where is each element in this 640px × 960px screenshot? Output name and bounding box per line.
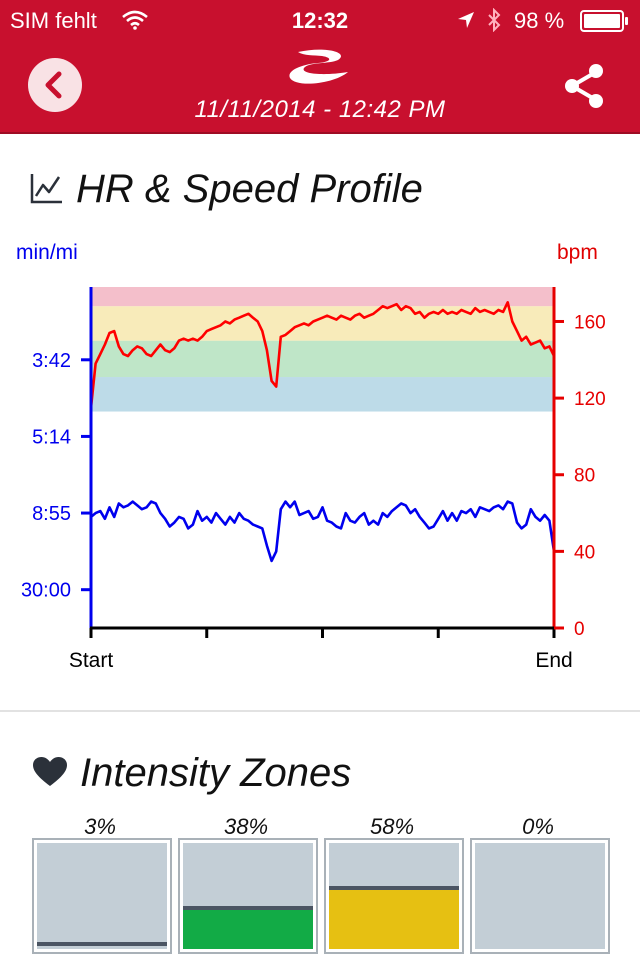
back-button[interactable] (28, 58, 82, 112)
hr-zone-band-2 (91, 306, 554, 341)
line-chart-icon (30, 172, 64, 209)
right-tick-label: 80 (574, 466, 595, 487)
zone-fill-cap (183, 906, 313, 910)
zone-fill-cap (37, 942, 167, 946)
app-header: SIM fehlt 12:32 98 % (0, 0, 640, 134)
zone-fill (37, 946, 167, 949)
intensity-zones-title: Intensity Zones (80, 751, 352, 795)
zone-percent-3: 58% (369, 814, 415, 839)
left-tick-label: 8:55 (32, 503, 71, 525)
zone-track (329, 843, 459, 949)
share-button[interactable] (562, 62, 608, 115)
zone-fill-cap (329, 886, 459, 890)
x-end-label: End (535, 649, 572, 672)
zone-box-4 (470, 838, 610, 954)
left-tick-label: 30:00 (21, 580, 71, 602)
chevron-left-icon (45, 71, 62, 99)
zone-track (183, 843, 313, 949)
hr-zone-band-1 (91, 340, 554, 378)
zone-box-2 (178, 838, 318, 954)
app-logo (286, 48, 354, 93)
carrier-label: SIM fehlt (10, 8, 97, 33)
left-axis-unit: min/mi (16, 241, 78, 264)
section-divider (0, 710, 640, 712)
zone-track (37, 843, 167, 949)
hr-speed-title: HR & Speed Profile (76, 167, 423, 211)
hr-zone-band-3 (91, 287, 554, 307)
right-axis-unit: bpm (557, 241, 598, 264)
bluetooth-icon (486, 7, 502, 38)
battery-percent: 98 % (514, 8, 565, 33)
activity-datetime: 11/11/2014 - 12:42 PM (194, 96, 446, 123)
x-start-label: Start (69, 649, 114, 672)
right-tick-label: 40 (574, 542, 595, 563)
zone-box-3 (324, 838, 464, 954)
left-tick-label: 3:42 (32, 350, 71, 372)
hr-speed-chart: 0 40 80 120 160 3:42 5:14 8:55 30:00 Start End (21, 287, 606, 672)
zone-percent-2: 38% (223, 814, 269, 839)
zone-fill (183, 910, 313, 949)
right-tick-label: 120 (574, 389, 606, 410)
zone-percent-1: 3% (84, 814, 116, 839)
hr-zone-band-0 (91, 377, 554, 412)
swoosh-logo (289, 49, 348, 84)
zone-percent-4: 0% (522, 814, 554, 839)
wifi-icon (122, 10, 148, 36)
zone-track (475, 843, 605, 949)
location-arrow-icon (456, 10, 476, 36)
right-tick-label: 0 (574, 619, 585, 640)
clock-label: 12:32 (291, 8, 349, 33)
heart-icon (32, 756, 68, 793)
status-bar: SIM fehlt 12:32 98 % (0, 0, 640, 40)
share-icon (565, 64, 603, 108)
zone-fill (329, 890, 459, 949)
hr-line (89, 300, 556, 408)
left-tick-label: 5:14 (32, 426, 71, 448)
right-tick-label: 160 (574, 312, 606, 333)
battery-icon (580, 10, 630, 38)
zone-box-1 (32, 838, 172, 954)
speed-line (90, 500, 556, 563)
